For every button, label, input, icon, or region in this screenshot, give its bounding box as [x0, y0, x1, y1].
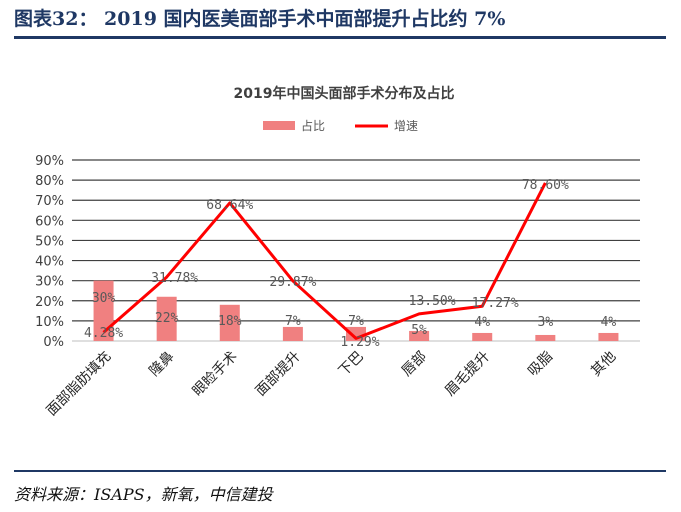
bar [472, 332, 493, 341]
bar-data-label: 4% [601, 315, 617, 330]
bar [156, 296, 177, 341]
line-data-label: 29.87% [269, 275, 316, 290]
x-category-label: 眉毛提升 [442, 349, 493, 400]
y-tick-label: 30% [35, 275, 64, 290]
y-tick-label: 60% [35, 214, 64, 229]
x-category-label: 面部脂肪填充 [44, 349, 115, 420]
top-rule [14, 36, 666, 39]
bar-data-label: 4% [474, 315, 490, 330]
bar-data-label: 18% [218, 314, 242, 329]
x-category-label: 其他 [588, 349, 619, 380]
line-data-label: 17.27% [472, 296, 519, 311]
x-category-label: 隆鼻 [146, 348, 178, 380]
legend-swatch-bar [263, 121, 295, 130]
growth-line [102, 182, 547, 340]
bar [535, 334, 556, 341]
y-tick-label: 90% [35, 154, 64, 169]
x-category-label: 唇部 [399, 349, 430, 380]
bar [93, 280, 114, 341]
chart-title: 2019年中国头面部手术分布及占比 [234, 85, 455, 102]
bar-data-label: 3% [538, 315, 554, 330]
x-category-label: 面部提升 [253, 349, 304, 400]
line-data-label: 1.29% [340, 335, 379, 350]
bar [282, 326, 303, 341]
y-tick-label: 70% [35, 194, 64, 209]
line-data-label: 68.64% [206, 198, 253, 213]
x-category-label: 下巴 [336, 349, 367, 380]
bar-data-label: 22% [155, 311, 179, 326]
bar-data-label: 5% [411, 323, 427, 338]
bottom-rule [14, 470, 666, 472]
source-note: 资料来源：ISAPS，新氧，中信建投 [14, 485, 273, 504]
bar-data-label: 7% [285, 314, 301, 329]
y-tick-label: 40% [35, 255, 64, 270]
bar [598, 332, 619, 341]
y-tick-label: 0% [43, 335, 64, 350]
y-tick-label: 20% [35, 295, 64, 310]
y-tick-label: 10% [35, 315, 64, 330]
x-category-label: 吸脂 [525, 349, 556, 380]
bar [409, 330, 430, 341]
line-data-label: 4.28% [84, 326, 123, 341]
line-data-label: 31.78% [151, 271, 198, 286]
bar-data-label: 7% [348, 314, 364, 329]
line-data-label: 78.60% [522, 178, 569, 193]
bar-data-label: 30% [92, 291, 116, 306]
legend-label-bar: 占比 [301, 118, 325, 133]
bar [219, 304, 240, 341]
x-category-label: 眼睑手术 [190, 349, 241, 400]
y-tick-label: 50% [35, 234, 64, 249]
legend-label-line: 增速 [394, 119, 418, 133]
figure-title: 图表32： 2019 国内医美面部手术中面部提升占比约 7% [14, 8, 506, 30]
y-tick-label: 80% [35, 174, 64, 189]
line-data-label: 13.50% [409, 294, 456, 309]
